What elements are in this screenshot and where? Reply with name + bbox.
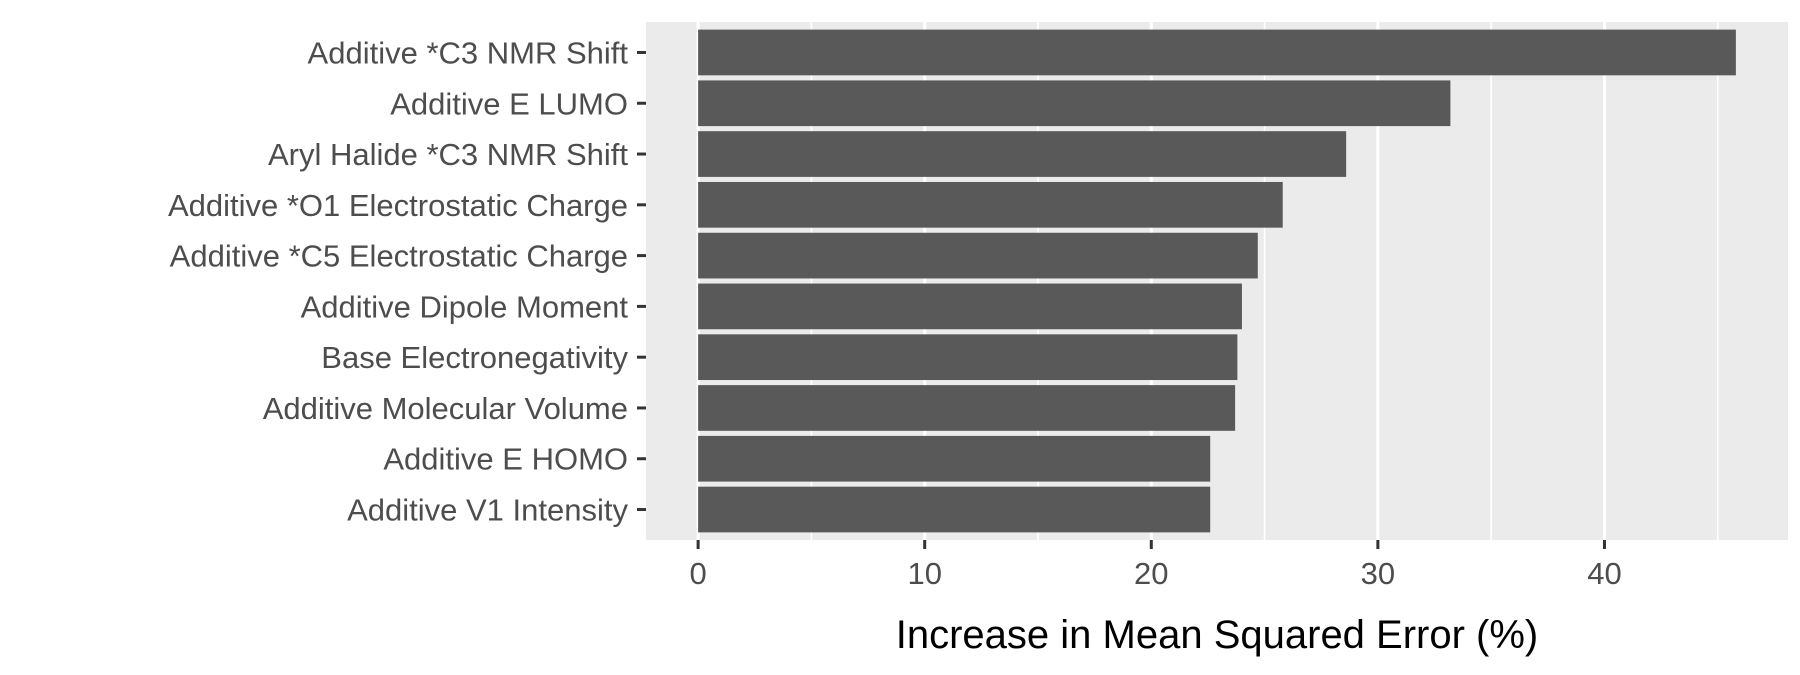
y-tick-label: Additive *C5 Electrostatic Charge <box>170 239 628 274</box>
bar <box>698 80 1451 127</box>
bar <box>698 334 1238 381</box>
y-tick-label: Additive Dipole Moment <box>301 289 629 324</box>
bars <box>698 29 1736 533</box>
y-tick-label: Additive E HOMO <box>383 442 628 477</box>
x-tick-label: 30 <box>1361 556 1395 591</box>
y-tick-label: Additive E LUMO <box>390 86 628 121</box>
x-axis-ticks <box>696 540 1606 549</box>
y-axis-ticks <box>637 50 646 512</box>
x-tick-label: 20 <box>1134 556 1168 591</box>
y-tick-label: Additive *O1 Electrostatic Charge <box>168 188 628 223</box>
x-axis-labels: 0 10 20 30 40 <box>689 556 1621 591</box>
bar <box>698 181 1283 228</box>
x-tick-label: 10 <box>907 556 941 591</box>
bar <box>698 435 1211 482</box>
x-axis-title: Increase in Mean Squared Error (%) <box>896 613 1539 657</box>
y-tick-label: Additive Molecular Volume <box>263 391 628 426</box>
y-axis-labels: Additive *C3 NMR Shift Additive E LUMO Ary… <box>168 35 629 527</box>
x-tick-label: 40 <box>1587 556 1621 591</box>
bar <box>698 131 1347 177</box>
x-tick-label: 0 <box>689 556 706 591</box>
bar <box>698 283 1242 330</box>
bar <box>698 486 1211 533</box>
y-tick-label: Base Electronegativity <box>321 340 628 375</box>
bar <box>698 29 1736 76</box>
y-tick-label: Additive V1 Intensity <box>347 493 628 528</box>
y-tick-label: Additive *C3 NMR Shift <box>308 35 629 70</box>
bar <box>698 385 1236 431</box>
bar <box>698 232 1258 279</box>
y-tick-label: Aryl Halide *C3 NMR Shift <box>268 137 628 172</box>
